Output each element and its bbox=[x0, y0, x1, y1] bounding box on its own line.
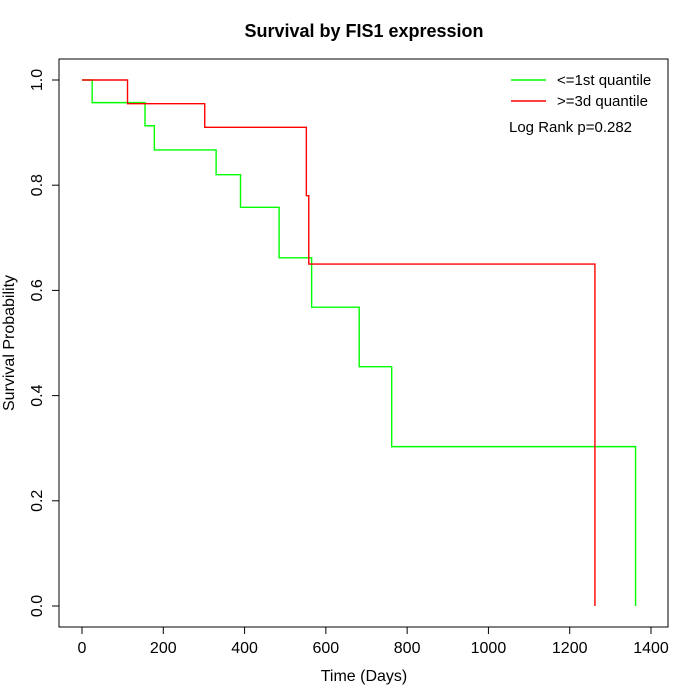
plot-frame bbox=[58, 58, 669, 628]
x-axis: 0 200 400 600 800 1000 1200 1400 bbox=[78, 626, 669, 657]
legend-label: <=1st quantile bbox=[557, 72, 651, 89]
series-layer bbox=[82, 79, 637, 606]
x-axis-label: Time (Days) bbox=[321, 668, 408, 685]
x-tick-label: 1200 bbox=[552, 640, 588, 657]
y-tick-label: 0.2 bbox=[29, 490, 46, 512]
series-line-2 bbox=[82, 79, 596, 606]
x-tick-label: 200 bbox=[150, 640, 177, 657]
legend-label: >=3d quantile bbox=[557, 93, 648, 110]
y-axis: 0.0 0.2 0.4 0.6 0.8 1.0 bbox=[29, 69, 60, 617]
y-tick-label: 1.0 bbox=[29, 69, 46, 91]
log-rank-annotation: Log Rank p=0.282 bbox=[509, 119, 632, 136]
x-tick-label: 0 bbox=[78, 640, 87, 657]
x-tick-label: 1400 bbox=[633, 640, 669, 657]
y-axis-label: Survival Probability bbox=[1, 275, 18, 411]
x-tick-label: 800 bbox=[394, 640, 421, 657]
chart-title: Survival by FIS1 expression bbox=[244, 21, 483, 41]
series-line-1 bbox=[82, 79, 637, 606]
x-tick-label: 600 bbox=[313, 640, 340, 657]
x-tick-label: 400 bbox=[231, 640, 258, 657]
y-tick-label: 0.4 bbox=[29, 384, 46, 406]
y-tick-label: 0.8 bbox=[29, 174, 46, 196]
legend: <=1st quantile >=3d quantile bbox=[511, 72, 651, 110]
x-tick-label: 1000 bbox=[471, 640, 507, 657]
y-tick-label: 0.0 bbox=[29, 595, 46, 617]
y-tick-label: 0.6 bbox=[29, 279, 46, 301]
